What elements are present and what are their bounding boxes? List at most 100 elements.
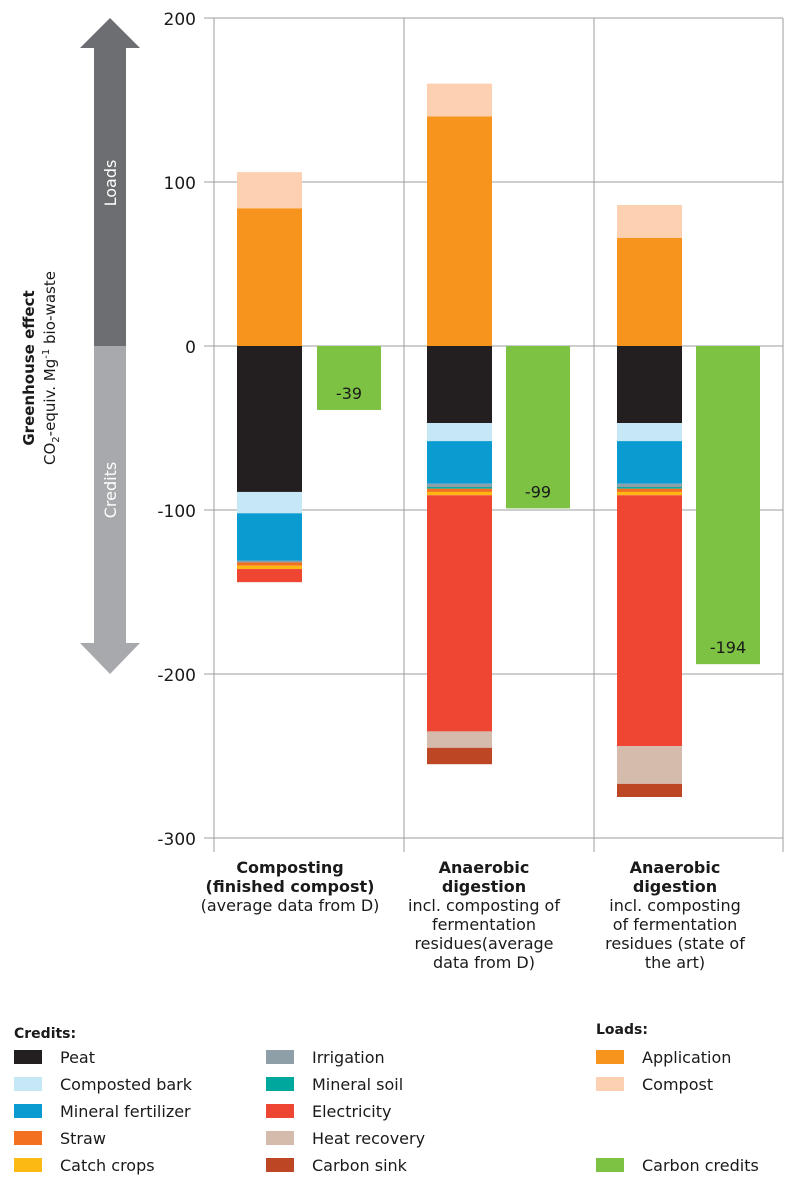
bar-segment [427, 488, 492, 492]
legend-label: Irrigation [312, 1047, 385, 1067]
legend-item: Straw [14, 1128, 106, 1148]
legend-swatch [14, 1104, 42, 1118]
bar-segment [427, 441, 492, 484]
bar-segment [617, 423, 682, 442]
bar-segment [237, 172, 302, 209]
category-title: Anaerobic digestion [629, 858, 721, 896]
y-tick-label: -100 [157, 502, 196, 522]
legend-swatch [14, 1050, 42, 1064]
category-label-composting: Composting (finished compost) (average d… [200, 858, 380, 915]
legend-swatch [266, 1077, 294, 1091]
bar-segment [617, 487, 682, 489]
bar-segment [617, 488, 682, 492]
category-title: Anaerobic digestion [438, 858, 530, 896]
legend-swatch [266, 1131, 294, 1145]
category-subtitle: (average data from D) [200, 896, 380, 915]
category-label-digestion-average: Anaerobic digestion incl. composting of … [404, 858, 564, 972]
y-axis-title-unit: CO2-equiv. Mg-1 bio-waste [41, 271, 62, 465]
category-subtitle: incl. composting of fermentation residue… [408, 896, 560, 972]
legend-item: Compost [596, 1074, 713, 1094]
legend-swatch [266, 1158, 294, 1172]
legend-label: Application [642, 1047, 732, 1067]
y-tick-label: 200 [164, 10, 196, 30]
legend-label: Carbon sink [312, 1155, 407, 1175]
legend-item: Mineral soil [266, 1074, 403, 1094]
y-tick-label: -200 [157, 666, 196, 686]
legend-swatch [596, 1158, 624, 1172]
category-label-digestion-state-of-art: Anaerobic digestion incl. composting of … [600, 858, 750, 972]
net-bar-value-label: -194 [710, 638, 746, 657]
legend-label: Composted bark [60, 1074, 192, 1094]
bar-segment [427, 747, 492, 765]
bar-segment [617, 746, 682, 784]
bar-segment [427, 483, 492, 488]
arrow-label-credits: Credits [101, 462, 120, 518]
y-axis-title: Greenhouse effect CO2-equiv. Mg-1 bio-wa… [20, 218, 66, 518]
bar-segment [617, 783, 682, 797]
bar-segment [427, 83, 492, 117]
legend-label: Mineral fertilizer [60, 1101, 191, 1121]
credits-arrow-down [80, 346, 140, 674]
net-bar-value-label: -39 [336, 384, 362, 403]
net-bar [696, 346, 760, 665]
bar-segment [617, 237, 682, 346]
legend-item: Application [596, 1047, 731, 1067]
loads-arrow-up [80, 18, 140, 346]
bar-segment [427, 495, 492, 732]
bar-segment [237, 513, 302, 561]
bar-segment [617, 495, 682, 747]
bar-segment [427, 116, 492, 347]
bar-segment [237, 491, 302, 514]
bar-segment [237, 569, 302, 583]
bar-segment [237, 208, 302, 346]
bar-segment [617, 204, 682, 238]
net-bar [317, 346, 381, 410]
bar-segment [617, 346, 682, 424]
legend-item: Carbon sink [266, 1155, 407, 1175]
legend-swatch [596, 1077, 624, 1091]
bar-segment [427, 487, 492, 489]
bar-segment [427, 346, 492, 424]
legend-label: Straw [60, 1128, 106, 1148]
y-tick-label: 100 [164, 174, 196, 194]
legend-item: Carbon credits [596, 1155, 759, 1175]
bar-segment [237, 562, 302, 566]
net-bar-value-label: -99 [525, 482, 551, 501]
legend-label: Carbon credits [642, 1155, 759, 1175]
legend-label: Catch crops [60, 1155, 155, 1175]
net-bar [506, 346, 570, 509]
legend-label: Mineral soil [312, 1074, 404, 1094]
arrow-label-loads: Loads [101, 160, 120, 207]
legend-loads-heading: Loads: [596, 1022, 648, 1038]
bar-segment [237, 346, 302, 492]
legend-item: Composted bark [14, 1074, 192, 1094]
legend-swatch [14, 1158, 42, 1172]
category-title: Composting (finished compost) [205, 858, 375, 896]
legend-item: Electricity [266, 1101, 391, 1121]
bar-segment [427, 731, 492, 748]
legend-swatch [14, 1131, 42, 1145]
legend-swatch [14, 1077, 42, 1091]
y-tick-label: -300 [157, 830, 196, 850]
legend-item: Peat [14, 1047, 95, 1067]
legend-item: Mineral fertilizer [14, 1101, 191, 1121]
category-subtitle: incl. composting of fermentation residue… [605, 896, 745, 972]
legend-label: Electricity [312, 1101, 392, 1121]
bar-segment [427, 491, 492, 496]
legend-item: Irrigation [266, 1047, 385, 1067]
legend-label: Heat recovery [312, 1128, 426, 1148]
legend-swatch [266, 1104, 294, 1118]
y-axis-title-main: Greenhouse effect [20, 290, 38, 446]
legend-credits-heading: Credits: [14, 1026, 77, 1042]
bar-segment [427, 423, 492, 442]
bar-segment [237, 565, 302, 570]
y-tick-label: 0 [185, 338, 196, 358]
legend-label: Peat [60, 1047, 95, 1067]
bar-segment [237, 560, 302, 563]
legend-swatch [266, 1050, 294, 1064]
legend-item: Heat recovery [266, 1128, 425, 1148]
bar-segment [617, 483, 682, 488]
legend-swatch [596, 1050, 624, 1064]
legend-label: Compost [642, 1074, 714, 1094]
